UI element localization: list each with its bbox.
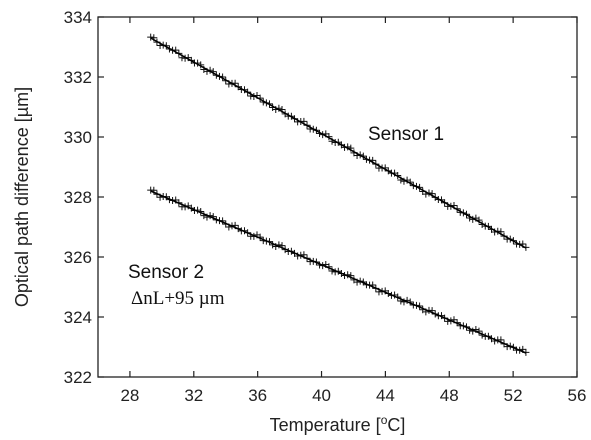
y-tick-label: 332 bbox=[64, 68, 92, 87]
sensor1-data-point bbox=[147, 33, 155, 41]
x-tick-label: 40 bbox=[312, 386, 331, 405]
sensor1-label: Sensor 1 bbox=[368, 124, 444, 145]
plot-frame bbox=[97, 16, 578, 378]
x-axis-title-rest: C] bbox=[387, 415, 405, 435]
x-tick-label: 32 bbox=[184, 386, 203, 405]
labels-layer: 28 32 36 40 44 48 52 56 322 324 326 328 330 332 334 bbox=[64, 8, 587, 405]
sensor1-fit-line bbox=[150, 37, 527, 249]
sensor1-markers bbox=[147, 33, 530, 251]
x-tick-label: 56 bbox=[568, 386, 587, 405]
y-tick-label: 326 bbox=[64, 248, 92, 267]
x-tick-label: 48 bbox=[440, 386, 459, 405]
y-tick-label: 330 bbox=[64, 128, 92, 147]
y-tick-label: 334 bbox=[64, 8, 92, 27]
sensor2-label: Sensor 2 bbox=[128, 262, 204, 283]
x-axis-title-base: Temperature [ bbox=[270, 415, 381, 435]
y-tick-label: 322 bbox=[64, 368, 92, 387]
sensor2-offset-annotation: ΔnL+95 µm bbox=[131, 288, 225, 309]
x-axis-title: Temperature [oC] bbox=[270, 413, 406, 435]
x-tick-label: 28 bbox=[120, 386, 139, 405]
x-tick-label: 36 bbox=[248, 386, 267, 405]
y-axis-title: Optical path difference [µm] bbox=[12, 87, 32, 307]
y-tick-label: 328 bbox=[64, 188, 92, 207]
y-tick-label: 324 bbox=[64, 308, 92, 327]
x-tick-label: 52 bbox=[504, 386, 523, 405]
x-axis-title-sup: o bbox=[381, 413, 388, 427]
sensor1-series bbox=[147, 33, 530, 251]
data-layer bbox=[147, 33, 530, 356]
sensor2-series bbox=[147, 186, 530, 356]
x-tick-label: 44 bbox=[376, 386, 395, 405]
sensor2-fit-line bbox=[150, 190, 527, 354]
